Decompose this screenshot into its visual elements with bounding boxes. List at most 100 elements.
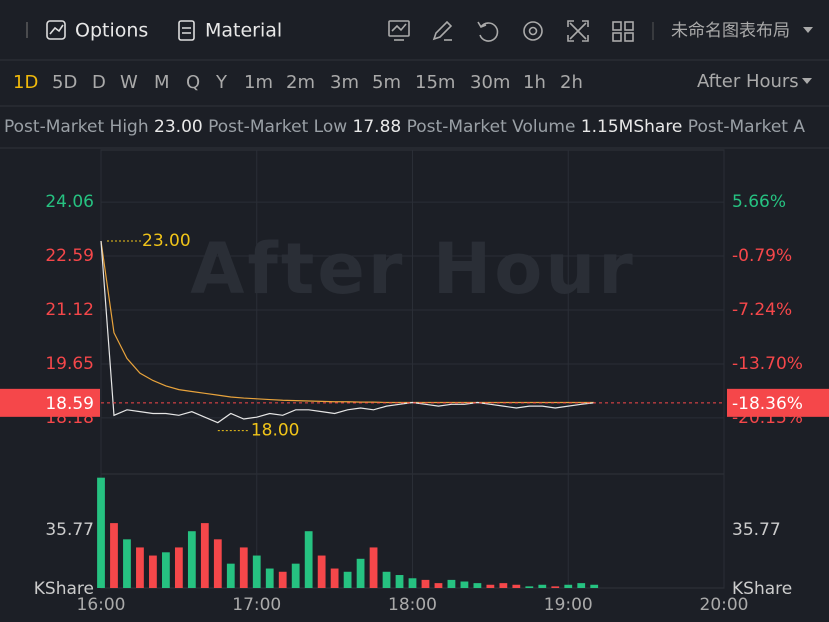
y-tick-label: 19.65 [45, 354, 94, 374]
timeframe-option[interactable]: Y [215, 72, 228, 93]
y-tick-label: 21.12 [45, 300, 94, 320]
volume-bar [162, 552, 170, 588]
material-button[interactable]: Material [178, 20, 282, 42]
last-change-label: -18.36% [732, 394, 803, 414]
volume-bar [252, 555, 261, 588]
volume-bar [382, 571, 391, 588]
volume-bar [304, 531, 313, 588]
volume-bar [213, 539, 222, 588]
y2-tick-label: -13.70% [732, 354, 803, 374]
dropdown-arrow [802, 78, 812, 84]
low-label: 18.00 [251, 421, 300, 441]
x-tick-label: 18:00 [388, 595, 437, 615]
x-tick-label: 20:00 [700, 595, 749, 615]
stat-label: Post-Market High [4, 117, 149, 137]
x-tick-label: 19:00 [544, 595, 593, 615]
stat-label: Post-Market Low [208, 117, 347, 137]
volume-bar [136, 547, 144, 588]
stat-value: 23.00 [154, 117, 203, 137]
volume-bar [512, 584, 521, 588]
material-icon [178, 20, 195, 41]
volume-bar [97, 477, 105, 588]
settings-icon[interactable] [523, 21, 543, 41]
y2-tick-label: -0.79% [732, 246, 792, 266]
stats-row: Post-Market High 23.00 Post-Market Low 1… [4, 117, 805, 137]
timeframe-option[interactable]: Q [186, 72, 200, 93]
options-icon-line [49, 24, 64, 35]
layout-icon[interactable] [612, 21, 634, 42]
timeframe-option[interactable]: 2h [560, 72, 583, 93]
volume-bar [265, 568, 274, 588]
volume-bar [291, 563, 300, 588]
options-label: Options [75, 20, 148, 42]
volume-bar [551, 586, 560, 588]
x-tick-label: 16:00 [77, 595, 126, 615]
fullscreen-icon[interactable] [567, 20, 589, 42]
timeframe-option[interactable]: W [120, 72, 138, 93]
timeframe-option[interactable]: 3m [330, 72, 359, 93]
timeframe-option[interactable]: 1D [13, 72, 38, 93]
volume-tick-label: 35.77 [732, 520, 781, 540]
volume-bar [525, 586, 534, 588]
volume-bar [421, 579, 430, 588]
volume-bar [278, 571, 287, 588]
timeframe-option[interactable]: 5D [52, 72, 77, 93]
x-tick-label: 17:00 [232, 595, 281, 615]
volume-bar [486, 584, 495, 588]
volume-bar [408, 578, 417, 588]
draw-icon[interactable] [432, 20, 453, 41]
watermark: After Hour [190, 228, 636, 310]
session-label: After Hours [697, 71, 799, 92]
options-button[interactable]: Options [46, 20, 148, 42]
timeframe-bar: 1D 5D D W M Q Y 1m 2m 3m 5m 15m 30m 1h 2h [13, 72, 583, 93]
reset-icon[interactable] [477, 21, 499, 42]
stat-value: 17.88 [353, 117, 402, 137]
volume-bar [110, 523, 118, 588]
volume-unit: KShare [34, 579, 94, 599]
volume-bar [356, 558, 365, 588]
indicator-icon[interactable] [388, 20, 410, 41]
volume-bar [343, 571, 352, 588]
last-price-label: 18.59 [45, 394, 94, 414]
y-tick-label: 24.06 [45, 192, 94, 212]
last-change-box [727, 388, 829, 417]
timeframe-option[interactable]: M [154, 72, 170, 93]
volume-bar [149, 555, 157, 588]
volume-bar [200, 523, 209, 588]
stat-label: Post-Market Volume [407, 117, 576, 137]
volume-bar [330, 568, 339, 588]
last-price-box [0, 388, 100, 417]
volume-bar [317, 555, 326, 588]
timeframe-option[interactable]: 30m [470, 72, 510, 93]
volume-bar [395, 575, 404, 588]
timeframe-option[interactable]: 15m [415, 72, 455, 93]
volume-bar [577, 583, 586, 588]
high-label: 23.00 [142, 231, 191, 251]
timeframe-option[interactable]: 5m [372, 72, 401, 93]
average-line [100, 240, 595, 404]
volume-bar [123, 539, 131, 588]
timeframe-option[interactable]: 2m [286, 72, 315, 93]
timeframe-option[interactable]: 1m [244, 72, 273, 93]
y-tick-label: 22.59 [45, 246, 94, 266]
options-icon [46, 20, 66, 40]
timeframe-option[interactable]: D [92, 72, 106, 93]
volume-bar [369, 547, 378, 588]
volume-tick-label: 35.77 [45, 520, 94, 540]
volume-bar [187, 531, 196, 588]
volume-unit: KShare [732, 579, 792, 599]
layout-selector[interactable]: 未命名图表布局 [671, 21, 813, 41]
volume-bar [226, 563, 235, 588]
session-selector[interactable]: After Hours [697, 71, 812, 92]
y2-tick-label: 5.66% [732, 192, 786, 212]
y2-tick-label: -7.24% [732, 300, 792, 320]
volume-bar [499, 583, 508, 588]
volume-bar [447, 579, 456, 588]
volume-bar [174, 547, 183, 588]
timeframe-option[interactable]: 1h [523, 72, 546, 93]
volume-bar [239, 547, 248, 588]
stat-value: 1.15MShare [581, 117, 683, 137]
chart-area: 16:00 17:00 18:00 19:00 20:00 24.06 22.59 21.12… [0, 149, 829, 615]
